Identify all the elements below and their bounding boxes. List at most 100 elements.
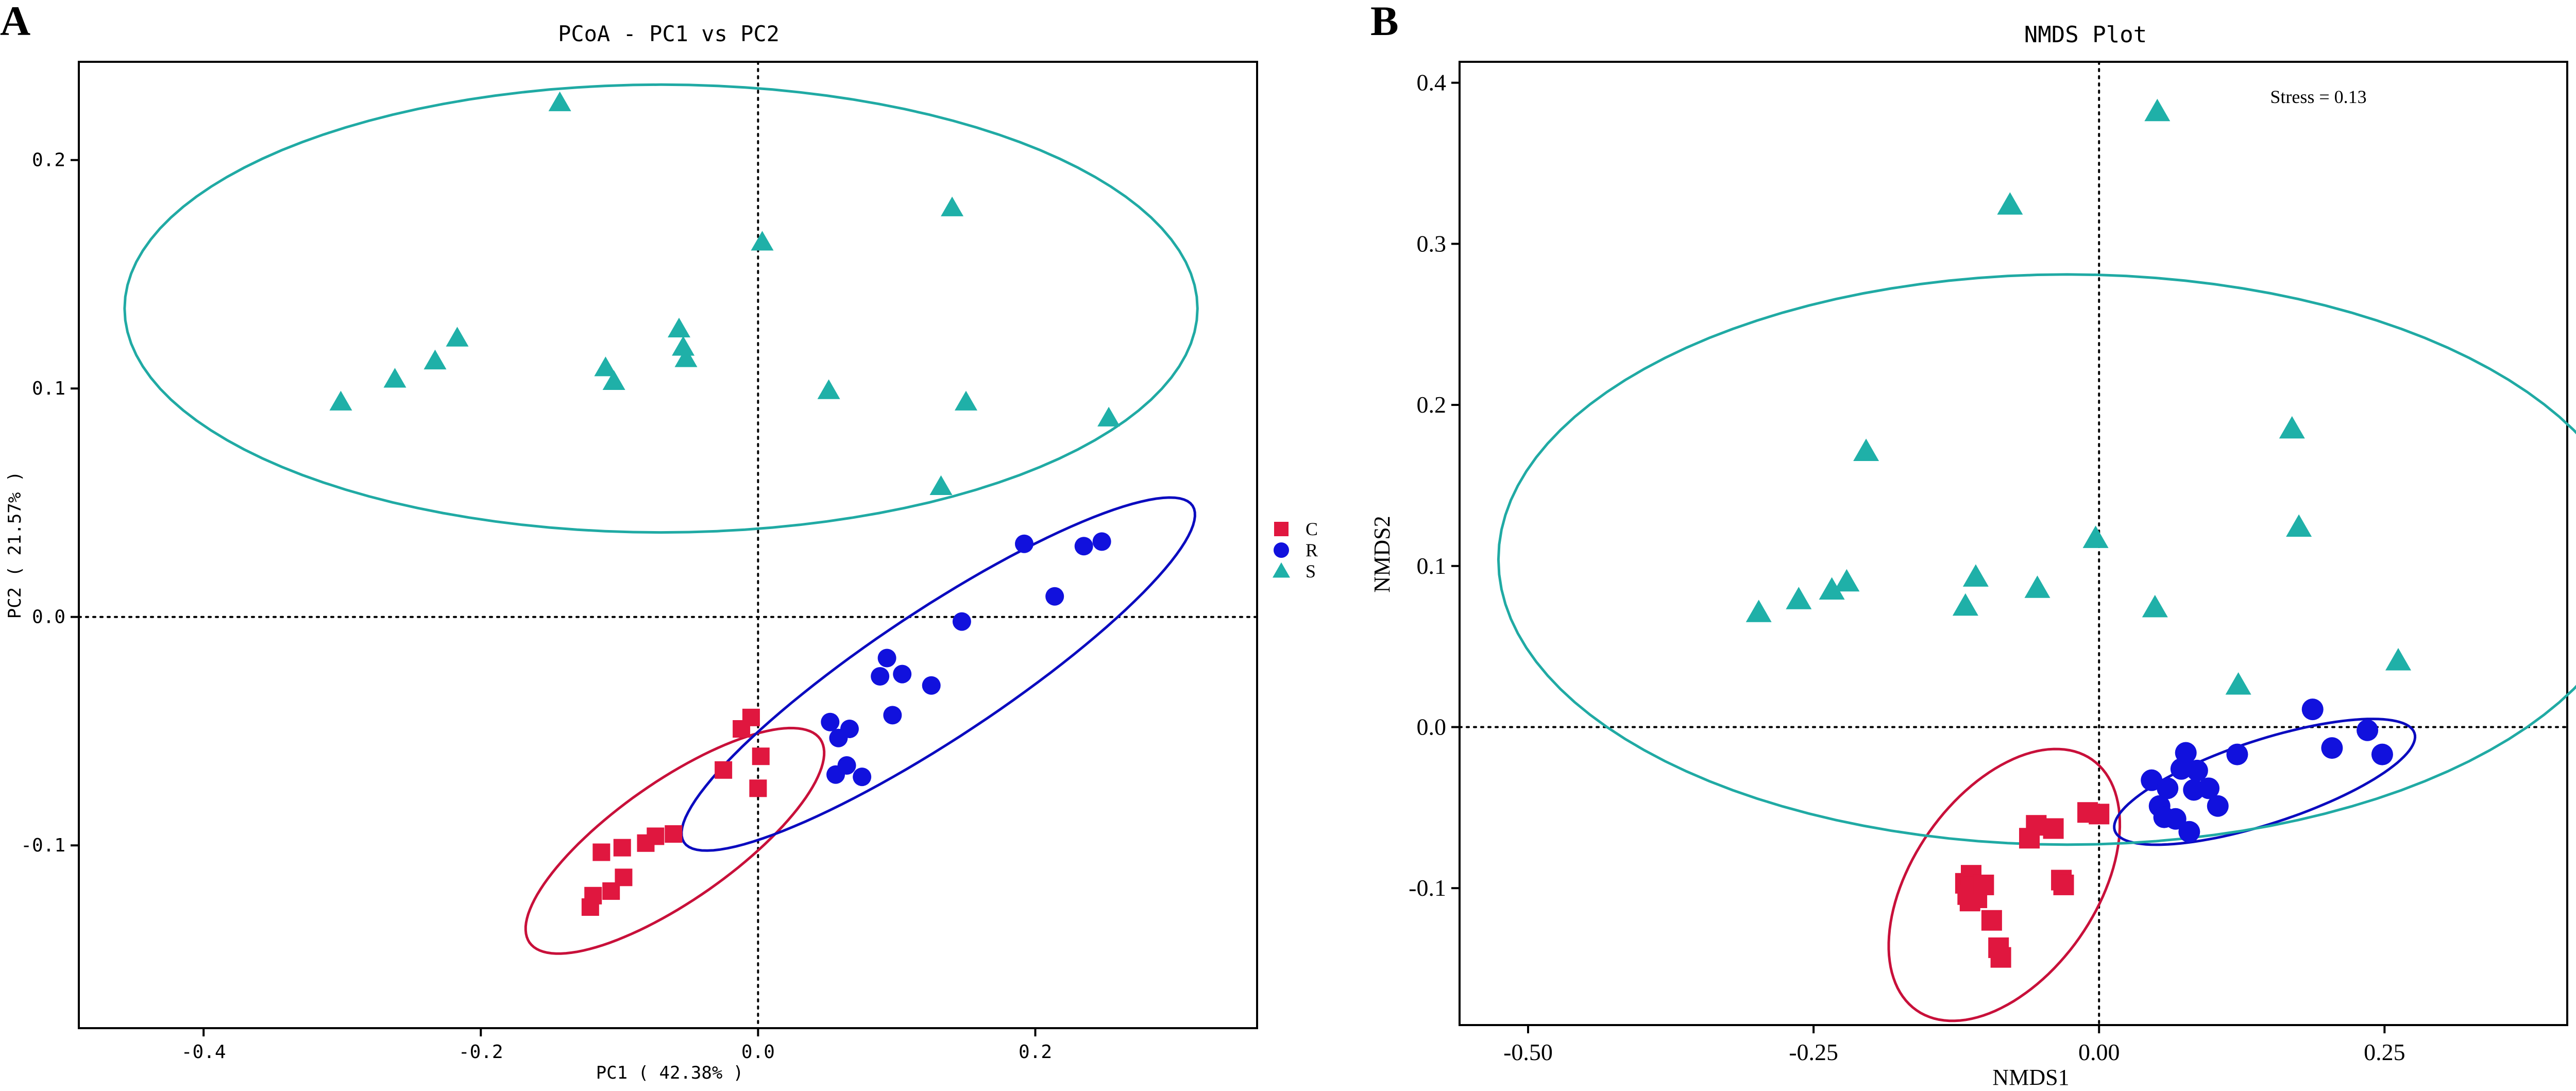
panel-a-y-ticks: -0.1 0.0 0.1 0.2 [21, 150, 79, 856]
panel-a-point-r [853, 768, 872, 787]
panel-a-legend-label-c: C [1306, 519, 1318, 539]
panel-a-point-s [594, 356, 617, 377]
panel-a-point-s [329, 390, 352, 411]
panel-b-x-tick-label: -0.50 [1503, 1039, 1553, 1065]
panel-b-point-r [2186, 759, 2208, 781]
panel-a-point-c [715, 761, 733, 779]
panel-a-point-r [877, 649, 896, 668]
panel-b-title: NMDS Plot [2024, 22, 2147, 48]
panel-b-point-r [2175, 742, 2197, 764]
panel-b-y-ticks: -0.1 0.0 0.1 0.2 0.3 0.4 [1409, 70, 1460, 901]
panel-b-points [1745, 98, 2411, 968]
panel-a-ellipse-s [123, 83, 1199, 534]
panel-a-ellipses [123, 83, 1199, 955]
panel-a-point-s [668, 317, 690, 337]
panel-a-point-s [423, 349, 447, 370]
panel-a-point-r [952, 612, 971, 631]
panel-b-x-ticks: -0.50 -0.25 0.00 0.25 [1503, 1025, 2405, 1065]
panel-a-x-tick-label: -0.4 [181, 1042, 226, 1063]
panel-b-point-r [2141, 769, 2163, 791]
panel-b-point-r [2164, 808, 2187, 830]
panel-a-point-r [1045, 587, 1064, 606]
panel-a-y-tick-label: 0.0 [32, 607, 65, 628]
panel-a-x-ticks: -0.4 -0.2 0.0 0.2 [181, 1028, 1052, 1063]
panel-a-point-r [1092, 532, 1111, 551]
panel-b-ellipse-r [2113, 718, 2417, 846]
panel-a-points [329, 91, 1121, 916]
panel-a-ellipse-r [680, 496, 1196, 852]
panel-b-point-r [2198, 777, 2220, 799]
panel-b-point-r [2321, 737, 2343, 759]
panel-a-x-tick-label: -0.2 [459, 1042, 503, 1063]
panel-a-point-s [446, 327, 469, 347]
panel-b-point-s [2225, 672, 2251, 695]
panel-a-point-r [1074, 537, 1093, 556]
panel-a-point-c [615, 868, 633, 887]
panel-b-plot-frame [1459, 61, 2568, 1026]
panel-a-y-axis-label: PC2 ( 21.57% ) [5, 471, 25, 619]
panel-b-point-r [2301, 698, 2324, 721]
panel-b-x-tick-label: 0.00 [2078, 1039, 2120, 1065]
panel-a-point-c [742, 708, 760, 726]
panel-a-point-c [665, 825, 683, 843]
panel-a-point-s [817, 379, 840, 399]
panel-b-ellipse-c [1887, 747, 2122, 1022]
panel-b-x-axis-label: NMDS1 [1992, 1065, 2069, 1090]
panel-a-x-axis-label: PC1 ( 42.38% ) [596, 1063, 744, 1083]
panel-b-point-r [2207, 795, 2229, 817]
panel-a-point-r [821, 712, 840, 731]
panel-a-point-s [955, 390, 977, 411]
panel-a-point-r [922, 676, 941, 695]
panel-a-point-r [840, 720, 859, 739]
panel-a-point-s [674, 347, 698, 367]
panel-b-point-r [2226, 743, 2248, 765]
panel-b-point-r [2371, 743, 2393, 765]
panel-a-legend-label-r: R [1306, 540, 1318, 560]
panel-a-point-c [647, 827, 665, 845]
panel-a-x-tick-label: 0.0 [741, 1042, 775, 1063]
panel-a-x-tick-label: 0.2 [1019, 1042, 1052, 1063]
panel-b-point-s [1745, 600, 1772, 622]
panel-a-reference-lines [78, 61, 1258, 1029]
panel-a-point-r [871, 667, 890, 686]
panel-a-point-s [672, 336, 695, 356]
panel-b-point-c [1981, 910, 2002, 931]
panel-b-point-s [1819, 577, 1845, 600]
panel-b-y-tick-label: 0.1 [1417, 553, 1447, 579]
panel-b-point-s [2082, 525, 2109, 548]
panel-b-point-s [2385, 648, 2411, 671]
panel-b-stress-annotation: Stress = 0.13 [2270, 87, 2366, 107]
panel-a-letter: A [0, 0, 30, 44]
panel-b-point-c [1990, 947, 2011, 968]
panel-a-legend: CRS [1273, 519, 1318, 582]
panel-b-point-s [2144, 98, 2171, 122]
panel-b-point-s [1834, 569, 1860, 592]
panel-b-point-r [2157, 777, 2179, 799]
panel-a-point-s [751, 231, 774, 251]
panel-b-point-s [2024, 575, 2050, 598]
panel-b-letter: B [1370, 0, 1399, 44]
panel-a-plot-frame [78, 61, 1258, 1029]
panel-a-legend-marker-c [1274, 522, 1289, 536]
panel-b-point-s [1962, 564, 1989, 587]
panel-b-point-s [1786, 587, 1812, 609]
panel-b-point-c [2043, 818, 2064, 839]
panel-a-legend-label-s: S [1306, 561, 1316, 582]
panel-a-point-c [592, 843, 611, 861]
panel-b-point-c [1973, 874, 1994, 895]
panel-b-y-tick-label: 0.3 [1417, 230, 1447, 257]
panel-a-point-s [1097, 406, 1121, 427]
panel-a-y-tick-label: -0.1 [21, 835, 65, 856]
panel-a-point-c [752, 747, 770, 765]
panel-a-point-r [883, 706, 902, 725]
panel-b-y-tick-label: 0.4 [1417, 70, 1447, 96]
panel-a-legend-marker-s [1273, 562, 1290, 578]
panel-a-y-tick-label: 0.1 [32, 378, 65, 399]
panel-b-point-s [2279, 416, 2305, 439]
panel-b-point-s [1853, 438, 1879, 461]
panel-a-title: PCoA - PC1 vs PC2 [558, 21, 779, 46]
panel-b-point-s [1997, 192, 2023, 215]
panel-b-y-axis-label: NMDS2 [1369, 516, 1395, 592]
